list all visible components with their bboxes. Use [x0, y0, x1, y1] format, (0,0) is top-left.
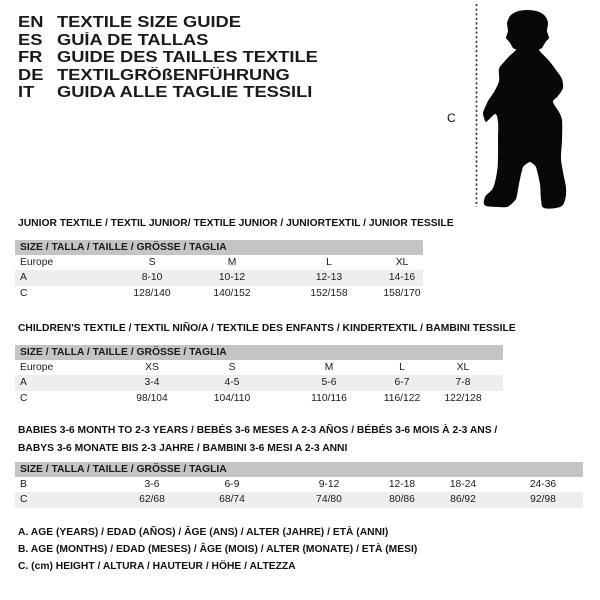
svg-text:C: C: [447, 111, 456, 125]
